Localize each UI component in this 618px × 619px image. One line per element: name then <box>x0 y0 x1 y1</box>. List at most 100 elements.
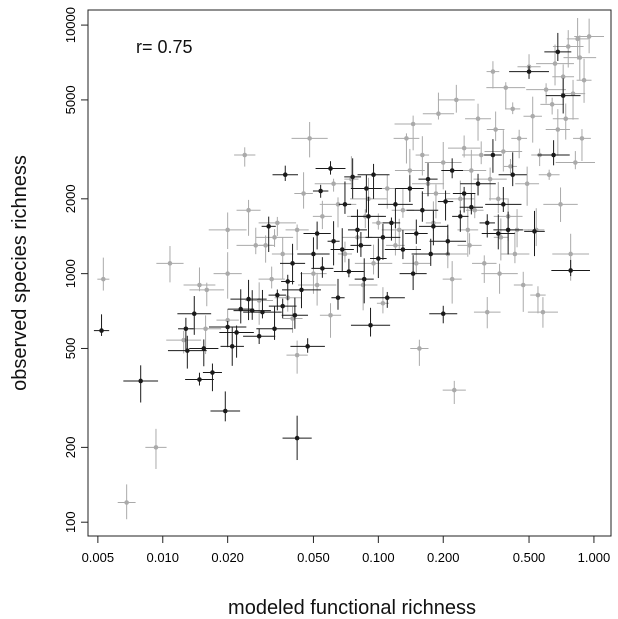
data-point <box>449 168 455 173</box>
data-point <box>404 136 409 141</box>
y-axis-title: observed species richness <box>9 155 31 391</box>
x-tick-label: 0.500 <box>513 550 546 565</box>
data-point <box>503 85 509 90</box>
data-point <box>124 500 129 505</box>
data-point <box>225 227 230 233</box>
data-point <box>467 243 472 248</box>
x-axis: 0.005 0.010 0.020 0.050 0.100 0.200 0.500 1.000 <box>82 536 610 565</box>
data-point <box>555 127 561 132</box>
data-point <box>420 207 425 213</box>
y-tick-label: 10000 <box>63 7 78 43</box>
data-point <box>305 344 310 349</box>
y-tick-label: 5000 <box>63 85 78 114</box>
data-point <box>269 276 274 282</box>
data-point <box>475 116 481 122</box>
data-point <box>389 220 394 226</box>
data-point <box>138 378 143 384</box>
data-point <box>400 247 406 252</box>
data-point <box>328 312 333 318</box>
data-point <box>197 377 202 382</box>
data-point <box>366 214 371 219</box>
data-point <box>573 160 578 165</box>
x-tick-label: 0.010 <box>146 550 179 565</box>
y-tick-label: 2000 <box>63 184 78 213</box>
data-point <box>484 220 490 226</box>
data-point <box>425 176 431 182</box>
data-point <box>469 204 474 210</box>
data-point <box>376 220 381 226</box>
data-point <box>481 261 487 266</box>
data-point <box>280 303 285 309</box>
data-point <box>335 295 341 301</box>
data-point <box>275 292 280 298</box>
data-point <box>314 282 320 288</box>
data-point <box>272 326 277 332</box>
data-point <box>320 214 325 219</box>
data-point <box>153 445 159 450</box>
data-point <box>290 316 295 321</box>
data-point <box>484 309 490 315</box>
data-point <box>560 74 566 79</box>
data-point <box>246 207 251 213</box>
data-point <box>307 136 312 141</box>
data-point <box>301 191 306 196</box>
data-point <box>555 49 561 55</box>
x-tick-label: 0.050 <box>297 550 330 565</box>
data-point <box>285 279 291 284</box>
data-point <box>495 231 501 236</box>
data-point <box>253 243 259 248</box>
data-point <box>380 300 386 306</box>
data-point <box>445 238 451 244</box>
data-point <box>320 266 325 271</box>
data-point <box>384 186 390 191</box>
data-point <box>501 149 506 154</box>
data-point <box>505 227 511 233</box>
data-point <box>516 136 522 141</box>
data-point <box>565 44 571 49</box>
data-point <box>498 235 504 240</box>
x-tick-label: 0.005 <box>82 550 115 565</box>
data-point <box>458 196 463 202</box>
data-point <box>475 181 481 187</box>
data-point <box>225 317 230 323</box>
data-point <box>407 186 413 191</box>
data-point <box>575 36 580 42</box>
data-point <box>384 295 390 301</box>
data-point <box>376 256 381 261</box>
data-point <box>396 227 402 233</box>
data-point <box>581 77 587 83</box>
data-point <box>458 214 463 219</box>
data-point <box>225 271 230 276</box>
data-point <box>292 312 298 318</box>
x-tick-label: 0.200 <box>427 550 460 565</box>
data-point <box>210 370 215 375</box>
data-point <box>540 309 546 315</box>
data-point <box>371 172 376 178</box>
data-point <box>314 231 320 236</box>
data-point <box>472 207 478 213</box>
data-point <box>272 235 277 240</box>
data-point <box>299 287 304 293</box>
data-point <box>579 136 585 141</box>
x-tick-label: 0.100 <box>362 550 395 565</box>
data-point <box>167 261 173 266</box>
data-point <box>451 387 457 393</box>
data-point <box>393 202 398 207</box>
data-point <box>393 243 398 248</box>
data-point <box>229 344 235 349</box>
data-point <box>510 172 516 178</box>
data-point <box>420 152 425 158</box>
data-point <box>535 292 541 298</box>
data-point <box>454 97 459 103</box>
data-point <box>524 181 530 187</box>
data-point <box>342 251 348 257</box>
data-point <box>183 326 189 332</box>
data-point <box>203 326 208 332</box>
data-point <box>410 271 416 276</box>
y-axis: 100 200 500 1000 2000 5000 10000 <box>63 7 88 533</box>
data-point <box>493 127 498 132</box>
data-point <box>414 261 419 266</box>
data-point <box>225 324 230 330</box>
data-point <box>242 152 248 158</box>
